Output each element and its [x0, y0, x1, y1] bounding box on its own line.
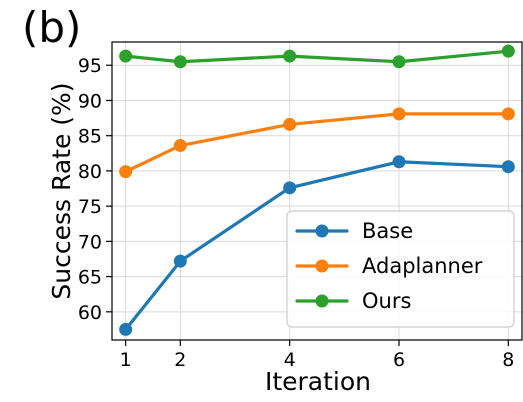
x-tick-label: 4	[284, 349, 296, 371]
data-point-ours	[119, 49, 133, 63]
data-point-ours	[501, 44, 515, 58]
x-axis-title: Iteration	[265, 367, 371, 396]
legend-label-ours: Ours	[362, 289, 411, 313]
data-point-ours	[392, 55, 406, 69]
legend-box	[286, 210, 515, 328]
data-point-base	[501, 160, 515, 174]
data-point-base	[173, 254, 187, 268]
y-tick-label: 70	[78, 231, 102, 253]
y-tick-label: 65	[78, 267, 102, 289]
legend-marker-adaplanner	[315, 259, 329, 273]
y-tick-label: 90	[78, 90, 102, 112]
data-point-base	[392, 155, 406, 169]
data-point-ours	[283, 49, 297, 63]
series-ours	[119, 44, 515, 69]
y-tick-label: 95	[78, 55, 102, 77]
series-adaplanner	[119, 107, 515, 179]
data-point-adaplanner	[119, 165, 133, 179]
series-layer	[119, 44, 515, 336]
data-point-adaplanner	[501, 107, 515, 121]
data-point-base	[283, 181, 297, 195]
legend-label-base: Base	[362, 219, 413, 243]
x-tick-label: 8	[502, 349, 514, 371]
legend: Base Adaplanner Ours	[286, 210, 515, 328]
axis-ticks: 60 65 70 75 80 85 90 95 1 2 4 6 8	[78, 55, 515, 371]
series-base	[119, 155, 515, 336]
legend-marker-base	[315, 224, 329, 238]
x-tick-label: 2	[174, 349, 186, 371]
legend-marker-ours	[315, 294, 329, 308]
data-point-adaplanner	[283, 117, 297, 131]
y-tick-label: 80	[78, 161, 102, 183]
x-tick-label: 1	[120, 349, 132, 371]
plot-frame	[111, 41, 523, 341]
data-point-adaplanner	[173, 139, 187, 153]
legend-label-adaplanner: Adaplanner	[362, 254, 483, 278]
x-tick-label: 6	[393, 349, 405, 371]
y-tick-label: 85	[78, 126, 102, 148]
data-point-base	[119, 322, 133, 336]
y-tick-label: 75	[78, 196, 102, 218]
data-point-ours	[173, 55, 187, 69]
y-axis-title: Success Rate (%)	[47, 82, 76, 299]
panel-label: (b)	[22, 3, 81, 52]
data-point-adaplanner	[392, 107, 406, 121]
y-tick-label: 60	[78, 302, 102, 324]
